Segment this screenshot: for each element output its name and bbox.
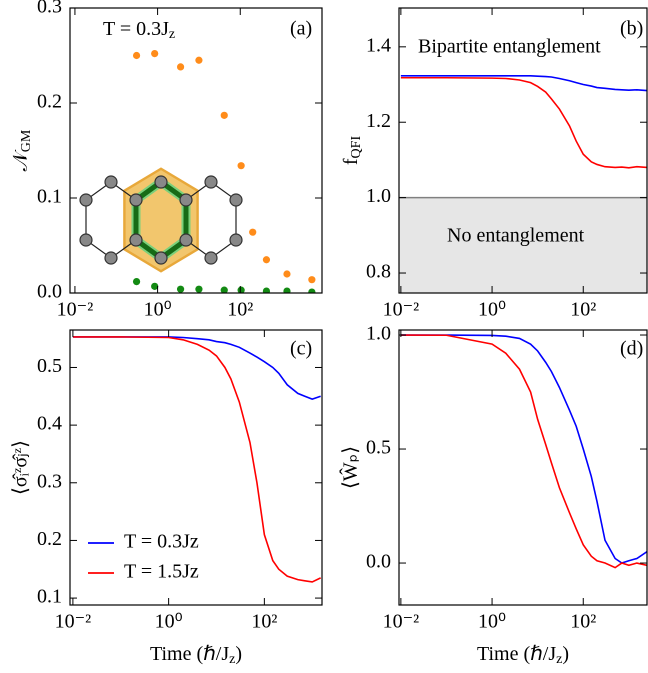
y-tick-label: 1.4 — [366, 34, 391, 56]
x-tick-label: 10⁰ — [144, 299, 172, 321]
data-line — [72, 336, 322, 583]
data-line — [72, 336, 321, 401]
data-point — [262, 287, 271, 293]
data-point — [176, 285, 185, 293]
data-point — [237, 162, 245, 170]
y-tick-label: 0.2 — [37, 91, 62, 113]
y-tick-label: 0.5 — [366, 437, 391, 459]
annotation: Bipartite entanglement — [418, 36, 601, 58]
data-point — [283, 270, 291, 278]
data-point — [220, 111, 228, 119]
x-tick-label: 10² — [570, 611, 596, 633]
label-part: z — [556, 652, 562, 667]
x-axis-label: Time (ℏ/Jz) — [150, 643, 242, 668]
y-axis-label: 𝒩GM — [10, 129, 35, 171]
axes-frame — [398, 7, 648, 294]
y-tick-label: 0.2 — [37, 528, 62, 550]
y-tick-label: 0.1 — [37, 186, 62, 208]
label-part: GM — [19, 129, 34, 152]
y-tick-label: 1.0 — [366, 185, 391, 207]
x-tick-label: 10⁻² — [57, 299, 94, 321]
x-tick-label: 10² — [227, 299, 253, 321]
lattice-inset — [79, 167, 243, 273]
label-part: ) — [562, 643, 569, 665]
annotation: T = 0.3Jz — [103, 18, 175, 43]
label-part: Time (ℏ/J — [477, 643, 556, 665]
x-tick-label: 10² — [570, 299, 596, 321]
label-part: 𝒩 — [10, 149, 32, 171]
y-tick-label: 0.3 — [37, 0, 62, 18]
data-point — [308, 288, 316, 293]
axes-frame — [69, 329, 323, 606]
data-point — [132, 278, 141, 286]
panel-label: (a) — [290, 18, 312, 40]
panel-label: (c) — [290, 338, 312, 360]
axes-frame — [398, 329, 648, 606]
plot-area — [72, 336, 322, 583]
data-point — [220, 286, 228, 293]
label-part: z — [229, 652, 235, 667]
y-tick-label: 0.0 — [37, 281, 62, 303]
x-tick-label: 10⁰ — [478, 299, 506, 321]
lattice-sites — [79, 175, 243, 265]
y-tick-label: 1.0 — [366, 323, 391, 345]
y-axis-label: ⟨σ̂ᵢᶻσ̂ⱼᶻ⟩ — [10, 440, 32, 495]
data-point — [151, 50, 159, 58]
y-axis-label: fQFI — [340, 136, 365, 166]
label-part: f — [340, 158, 362, 165]
plot-area — [399, 75, 647, 293]
data-line — [400, 75, 647, 92]
data-point — [195, 285, 203, 293]
label-part: T = 0.3J — [103, 18, 169, 40]
y-axis-label: ⟨Ŵₚ⟩ — [338, 446, 362, 489]
label-part: z — [169, 27, 175, 42]
x-tick-label: 10² — [251, 611, 277, 633]
y-tick-label: 0.4 — [37, 413, 62, 435]
plot-area — [132, 50, 316, 293]
panel-label: (d) — [620, 338, 643, 360]
data-point — [237, 286, 245, 293]
data-point — [249, 228, 257, 236]
data-point — [262, 256, 271, 264]
x-tick-label: 10⁻² — [383, 611, 420, 633]
y-tick-label: 1.2 — [366, 110, 391, 132]
data-line — [400, 76, 647, 169]
panel-label: (b) — [620, 18, 643, 40]
data-point — [195, 56, 203, 64]
x-tick-label: 10⁰ — [155, 611, 183, 633]
label-part: QFI — [349, 136, 364, 159]
y-tick-label: 0.3 — [37, 470, 62, 492]
y-tick-label: 0.5 — [37, 355, 62, 377]
x-tick-label: 10⁰ — [478, 611, 506, 633]
axes-frame — [69, 7, 323, 294]
y-tick-label: 0.0 — [366, 551, 391, 573]
data-line — [400, 334, 647, 564]
plot-area — [400, 334, 647, 569]
x-tick-label: 10⁻² — [55, 611, 92, 633]
annotation: No entanglement — [447, 225, 585, 247]
data-point — [283, 287, 291, 293]
y-tick-label: 0.1 — [37, 586, 62, 608]
data-point — [308, 276, 316, 284]
shaded-region — [399, 197, 647, 293]
data-point — [132, 51, 141, 60]
data-point — [176, 63, 185, 71]
label-part: ) — [235, 643, 242, 665]
data-point — [151, 282, 159, 290]
legend-label: T = 1.5Jz — [124, 561, 199, 583]
data-line — [400, 334, 647, 569]
x-axis-label: Time (ℏ/Jz) — [477, 643, 569, 668]
y-tick-label: 0.8 — [366, 261, 391, 283]
x-tick-label: 10⁻² — [383, 299, 420, 321]
label-part: Time (ℏ/J — [150, 643, 229, 665]
legend-label: T = 0.3Jz — [124, 531, 199, 553]
